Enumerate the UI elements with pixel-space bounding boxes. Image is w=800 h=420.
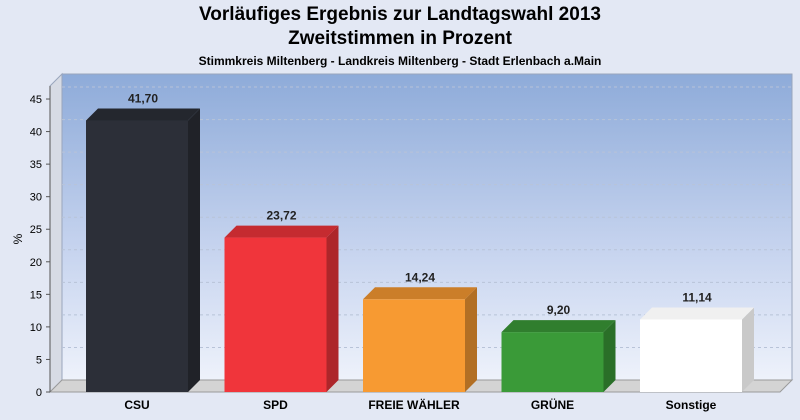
bar-front [224, 237, 327, 392]
bar-top [86, 108, 200, 121]
bar-side [603, 320, 616, 392]
chart-subtitle: Stimmkreis Miltenberg - Landkreis Milten… [198, 54, 602, 68]
y-tick-label: 5 [36, 354, 42, 366]
bar-front [363, 299, 465, 392]
bar-freie-w-hler [363, 287, 477, 392]
bar-top [224, 225, 339, 238]
bar-front [640, 319, 742, 392]
y-tick-label: 10 [30, 322, 42, 334]
bar-top [501, 320, 616, 333]
y-tick-label: 25 [30, 224, 42, 236]
x-tick-label: GRÜNE [531, 397, 574, 412]
data-label: 14,24 [405, 270, 435, 284]
y-tick-label: 15 [30, 289, 42, 301]
data-label: 41,70 [128, 92, 158, 106]
y-tick-label: 35 [30, 159, 42, 171]
y-tick-label: 30 [30, 192, 42, 204]
x-tick-label: SPD [263, 398, 288, 412]
bar-csu [86, 108, 200, 393]
x-tick-label: FREIE WÄHLER [368, 397, 460, 412]
chart-title-line2: Zweitstimmen in Prozent [288, 28, 512, 49]
bar-top [363, 287, 477, 300]
bar-top [640, 307, 754, 320]
bar-spd [224, 225, 339, 392]
data-label: 9,20 [547, 303, 571, 317]
bar-front [86, 120, 188, 393]
data-label: 23,72 [266, 209, 296, 223]
bar-side [742, 307, 754, 392]
y-axis-label: % [11, 233, 25, 244]
x-tick-label: Sonstige [666, 398, 717, 412]
bar-sonstige [640, 307, 754, 392]
bar-side [188, 108, 200, 393]
plot-side-wall [49, 72, 63, 394]
bar-gr-ne [501, 320, 616, 392]
y-tick-label: 40 [30, 127, 42, 139]
data-label: 11,14 [682, 290, 712, 304]
y-tick-label: 20 [30, 257, 42, 269]
y-tick-label: 0 [36, 387, 42, 399]
y-tick-label: 45 [30, 94, 42, 106]
chart-title: Vorläufiges Ergebnis zur Landtagswahl 20… [199, 4, 601, 25]
bar-side [326, 225, 339, 392]
x-tick-label: CSU [124, 398, 149, 412]
bar-front [501, 332, 604, 392]
bar-side [465, 287, 477, 392]
